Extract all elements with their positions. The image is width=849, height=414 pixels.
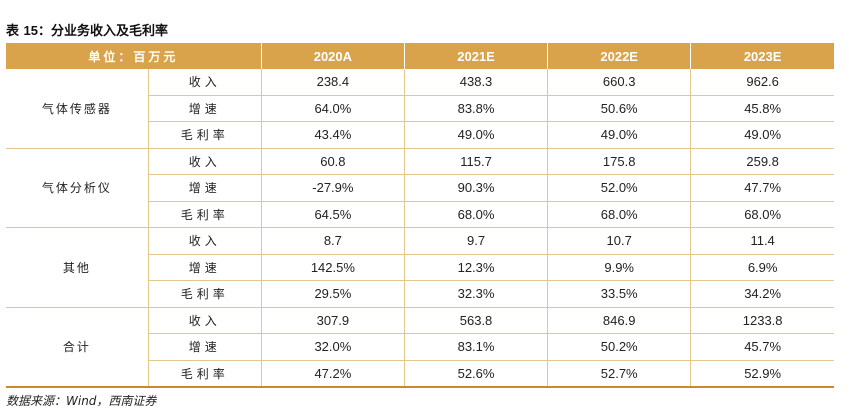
segment-name: 其他 bbox=[6, 227, 149, 308]
value-cell: 60.8 bbox=[260, 148, 405, 175]
table-row: 增速 142.5% 12.3% 9.9% 6.9% bbox=[6, 254, 834, 281]
value-cell: 8.7 bbox=[260, 227, 405, 255]
value-cell: 962.6 bbox=[690, 69, 834, 96]
table-row: 气体传感器 收入 238.4 438.3 660.3 962.6 bbox=[6, 69, 834, 149]
value-cell: 52.7% bbox=[547, 360, 691, 388]
value-cell: 259.8 bbox=[690, 148, 834, 175]
metric-label: 收入 bbox=[147, 148, 262, 175]
value-cell: 43.4% bbox=[260, 121, 405, 149]
value-cell: 49.0% bbox=[690, 121, 834, 149]
table-row: 合计 收入 307.9 563.8 846.9 1233.8 bbox=[6, 307, 834, 388]
value-cell: 142.5% bbox=[260, 254, 405, 281]
value-cell: 238.4 bbox=[260, 69, 405, 96]
metric-label: 毛利率 bbox=[147, 280, 262, 308]
segment-name: 合计 bbox=[6, 307, 149, 388]
value-cell: 10.7 bbox=[547, 227, 691, 255]
value-cell: 32.3% bbox=[403, 280, 548, 308]
data-source-note: 数据来源：Wind，西南证券 bbox=[6, 394, 157, 408]
table-row: 毛利率 47.2% 52.6% 52.7% 52.9% bbox=[6, 360, 834, 388]
metric-label: 毛利率 bbox=[147, 121, 262, 149]
value-cell: 47.7% bbox=[690, 174, 834, 202]
value-cell: 115.7 bbox=[403, 148, 548, 175]
value-cell: 47.2% bbox=[260, 360, 405, 388]
metric-label: 毛利率 bbox=[147, 360, 262, 388]
table-row: 其他 收入 8.7 9.7 10.7 11.4 bbox=[6, 227, 834, 308]
value-cell: 846.9 bbox=[547, 307, 691, 334]
value-cell: 563.8 bbox=[403, 307, 548, 334]
value-cell: 90.3% bbox=[403, 174, 548, 202]
value-cell: 83.1% bbox=[403, 333, 548, 361]
header-row: 单位：百万元 2020A 2021E 2022E 2023E bbox=[6, 43, 834, 69]
unit-header: 单位：百万元 bbox=[6, 43, 262, 69]
table-row: 增速 -27.9% 90.3% 52.0% 47.7% bbox=[6, 174, 834, 202]
value-cell: 307.9 bbox=[260, 307, 405, 334]
table-row: 增速 32.0% 83.1% 50.2% 45.7% bbox=[6, 333, 834, 361]
title-prefix: 表 bbox=[6, 24, 20, 39]
table-title: 表 15：分业务收入及毛利率 bbox=[6, 20, 168, 39]
table-row: 气体分析仪 收入 60.8 115.7 175.8 259.8 bbox=[6, 148, 834, 228]
value-cell: 660.3 bbox=[547, 69, 691, 96]
value-cell: 6.9% bbox=[690, 254, 834, 281]
value-cell: 64.5% bbox=[260, 201, 405, 228]
value-cell: 33.5% bbox=[547, 280, 691, 308]
table-row: 毛利率 43.4% 49.0% 49.0% 49.0% bbox=[6, 121, 834, 149]
value-cell: 52.0% bbox=[547, 174, 691, 202]
metric-label: 增速 bbox=[147, 95, 262, 122]
metric-label: 收入 bbox=[147, 307, 262, 334]
value-cell: 49.0% bbox=[547, 121, 691, 149]
value-cell: 34.2% bbox=[690, 280, 834, 308]
value-cell: 83.8% bbox=[403, 95, 548, 122]
value-cell: 9.7 bbox=[403, 227, 548, 255]
title-text: 分业务收入及毛利率 bbox=[51, 24, 169, 39]
value-cell: 49.0% bbox=[403, 121, 548, 149]
table-row: 增速 64.0% 83.8% 50.6% 45.8% bbox=[6, 95, 834, 122]
value-cell: 11.4 bbox=[690, 227, 834, 255]
year-header: 2020A bbox=[260, 43, 405, 69]
metric-label: 增速 bbox=[147, 333, 262, 361]
value-cell: 68.0% bbox=[403, 201, 548, 228]
value-cell: 32.0% bbox=[260, 333, 405, 361]
value-cell: 68.0% bbox=[690, 201, 834, 228]
value-cell: 1233.8 bbox=[690, 307, 834, 334]
year-header: 2022E bbox=[547, 43, 691, 69]
metric-label: 收入 bbox=[147, 227, 262, 255]
value-cell: 29.5% bbox=[260, 280, 405, 308]
segment-name: 气体传感器 bbox=[6, 69, 149, 149]
metric-label: 收入 bbox=[147, 69, 262, 96]
metric-label: 增速 bbox=[147, 254, 262, 281]
value-cell: 9.9% bbox=[547, 254, 691, 281]
metric-label: 毛利率 bbox=[147, 201, 262, 228]
table-row: 毛利率 64.5% 68.0% 68.0% 68.0% bbox=[6, 201, 834, 228]
value-cell: 50.6% bbox=[547, 95, 691, 122]
table-row: 毛利率 29.5% 32.3% 33.5% 34.2% bbox=[6, 280, 834, 308]
value-cell: 45.7% bbox=[690, 333, 834, 361]
value-cell: 50.2% bbox=[547, 333, 691, 361]
value-cell: -27.9% bbox=[260, 174, 405, 202]
value-cell: 64.0% bbox=[260, 95, 405, 122]
revenue-margin-table: 单位：百万元 2020A 2021E 2022E 2023E 气体传感器 收入 23… bbox=[6, 43, 834, 388]
value-cell: 438.3 bbox=[403, 69, 548, 96]
year-header: 2021E bbox=[403, 43, 548, 69]
title-number: 15： bbox=[23, 23, 52, 38]
value-cell: 175.8 bbox=[547, 148, 691, 175]
value-cell: 45.8% bbox=[690, 95, 834, 122]
value-cell: 68.0% bbox=[547, 201, 691, 228]
segment-name: 气体分析仪 bbox=[6, 148, 149, 228]
value-cell: 12.3% bbox=[403, 254, 548, 281]
value-cell: 52.9% bbox=[690, 360, 834, 388]
year-header: 2023E bbox=[690, 43, 834, 69]
metric-label: 增速 bbox=[147, 174, 262, 202]
value-cell: 52.6% bbox=[403, 360, 548, 388]
